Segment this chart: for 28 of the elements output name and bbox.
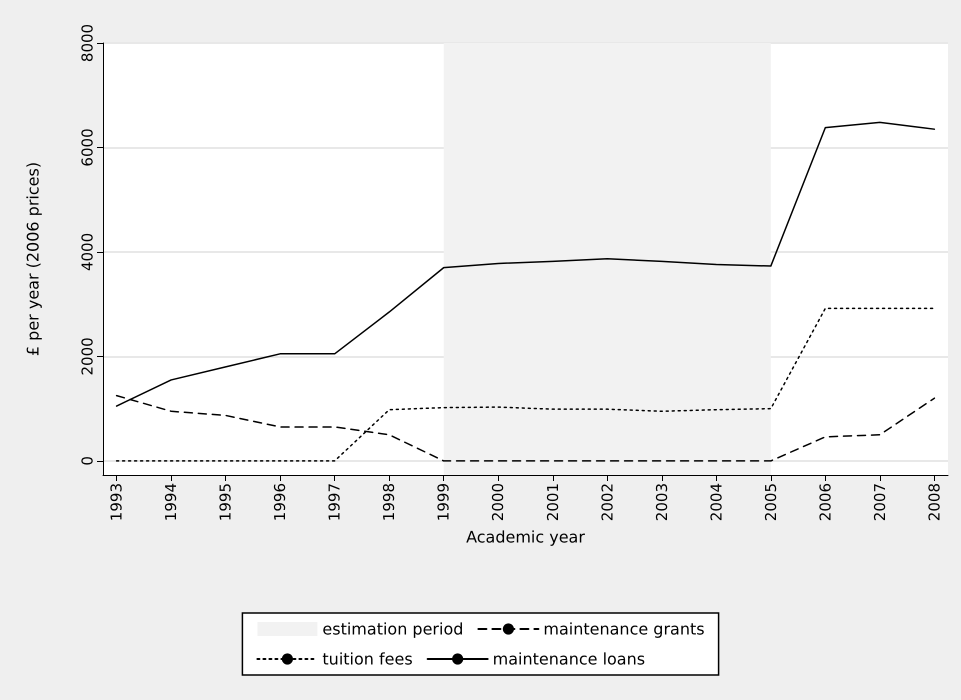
x-tick-label: 2000 (489, 483, 508, 522)
x-tick-label: 1993 (108, 483, 126, 522)
x-tick-label: 2001 (544, 483, 562, 522)
legend-label: maintenance grants (543, 620, 705, 638)
x-tick-label: 2002 (598, 483, 616, 522)
x-tick-label: 1996 (271, 483, 290, 522)
y-tick-label: 4000 (78, 232, 96, 272)
y-tick-label: 6000 (78, 128, 96, 167)
x-tick-label: 2006 (816, 483, 834, 522)
x-tick-label: 1994 (162, 483, 180, 522)
x-tick-label: 1995 (216, 483, 235, 522)
x-tick-label: 1998 (380, 483, 398, 522)
y-axis-title: £ per year (2006 prices) (24, 162, 42, 356)
y-tick-label: 2000 (78, 337, 96, 376)
x-tick-label: 1999 (434, 483, 453, 522)
x-tick-label: 2007 (870, 483, 889, 522)
line-series (116, 308, 936, 462)
x-tick-label: 2008 (925, 483, 944, 522)
x-axis-title: Academic year (466, 528, 586, 547)
legend-label: estimation period (322, 620, 464, 638)
y-tick-label: 8000 (78, 24, 96, 62)
x-tick-label: 2003 (652, 483, 671, 522)
x-tick-label: 2005 (762, 483, 780, 522)
x-tick-label: 1997 (326, 483, 344, 522)
legend-label: maintenance loans (492, 650, 646, 668)
y-tick-label: 0 (78, 456, 96, 466)
x-tick-label: 2004 (707, 483, 726, 522)
legend-label: tuition fees (322, 650, 413, 668)
